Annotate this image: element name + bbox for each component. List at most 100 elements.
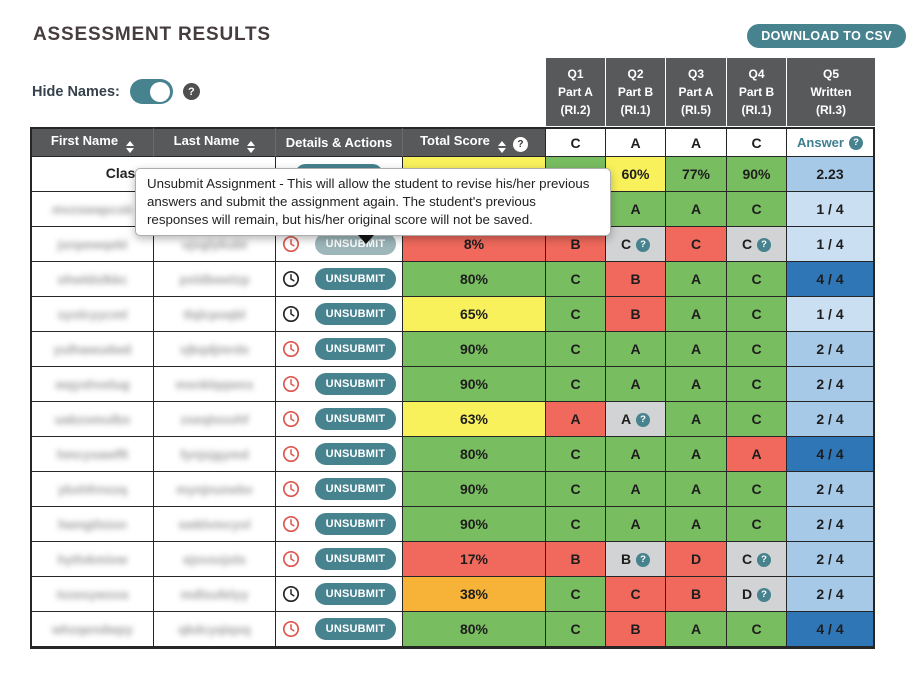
first-name-cell: syolcyycml [30,297,153,332]
answer-letter: C [751,516,762,532]
student-row: whzqendwpy qkdcyqiqxq UNSUBMIT 80% C B A C 4 / 4 [30,612,875,649]
answer-key-q3: A [665,127,726,157]
unsubmit-button[interactable]: UNSUBMIT [314,233,397,255]
cell-help-icon[interactable]: ? [636,412,651,427]
answer-cell-q4: C [726,612,786,649]
unsubmit-button[interactable]: UNSUBMIT [314,303,397,325]
unsubmit-button[interactable]: UNSUBMIT [314,268,397,290]
sort-icon[interactable] [247,140,256,153]
details-clock-icon[interactable] [282,340,300,358]
answer-letter: A [690,201,702,217]
answer-letter: C [751,306,762,322]
details-clock-icon[interactable] [282,515,300,533]
answer-letter: A [620,411,632,427]
details-clock-icon[interactable] [282,270,300,288]
details-clock-icon[interactable] [282,235,300,253]
answer-cell-q1: C [545,612,605,649]
total-score-cell: 38% [402,577,545,612]
answer-cell-q2: A [605,437,665,472]
written-score-cell: 4 / 4 [786,437,875,472]
answer-letter: A [630,481,641,497]
first-name-cell: hwngtlsion [30,507,153,542]
answer-cell-q3: A [665,262,726,297]
unsubmit-button[interactable]: UNSUBMIT [314,478,397,500]
first-name-blurred: whzqendwpy [52,621,133,637]
sort-icon[interactable] [126,140,135,153]
details-clock-icon[interactable] [282,375,300,393]
details-cell: UNSUBMIT [275,297,402,332]
total-score-help-icon[interactable]: ? [512,136,528,152]
last-name-cell: vjkqdjmrdx [153,332,275,367]
student-row: tvzesywxxa mdlsufelyy UNSUBMIT 38% C C B D? 2 / … [30,577,875,612]
unsubmit-button[interactable]: UNSUBMIT [314,338,397,360]
answer-cell-q2: B [605,297,665,332]
details-clock-icon[interactable] [282,585,300,603]
answer-cell-q1: C [545,367,605,402]
first-name-blurred: yulhawudwd [53,341,132,357]
answer-letter: C [570,376,581,392]
unsubmit-button[interactable]: UNSUBMIT [314,408,397,430]
answer-letter: A [690,516,702,532]
written-score-cell: 2 / 4 [786,402,875,437]
answer-help-icon[interactable]: ? [848,135,863,150]
unsubmit-button[interactable]: UNSUBMIT [314,548,397,570]
answer-letter: A [751,446,762,462]
tooltip-arrow-icon [358,234,374,244]
details-clock-icon[interactable] [282,410,300,428]
answer-letter: A [690,376,702,392]
answer-key-q2: A [605,127,665,157]
details-clock-icon[interactable] [282,445,300,463]
total-score-cell: 80% [402,612,545,649]
last-name-blurred: ujsglykubt [181,236,247,252]
details-clock-icon[interactable] [282,480,300,498]
column-header-first-name[interactable]: First Name [30,127,153,157]
unsubmit-button[interactable]: UNSUBMIT [314,443,397,465]
results-table-area: Hide Names: ? Q1 Part A (RI.2) Q2 Part B (RI… [30,58,875,649]
column-header-last-name[interactable]: Last Name [153,127,275,157]
written-score-cell: 2 / 4 [786,367,875,402]
student-row: ohwldslkkc pxldbwelzp UNSUBMIT 80% C B A C 4 / 4 [30,262,875,297]
unsubmit-button[interactable]: UNSUBMIT [314,618,397,640]
answer-letter: 77% [681,166,711,182]
hide-names-toggle[interactable] [129,79,173,104]
hide-names-help-icon[interactable]: ? [182,83,200,100]
answer-cell-q3: A [665,367,726,402]
details-clock-icon[interactable] [282,620,300,638]
answer-cell-q3: D [665,542,726,577]
student-row: hmcyxawfft fynjxjgymd UNSUBMIT 80% C A A A 4 / 4 [30,437,875,472]
cell-help-icon[interactable]: ? [757,552,772,567]
column-header-total-score[interactable]: Total Score? [402,127,545,157]
unsubmit-button[interactable]: UNSUBMIT [314,583,397,605]
last-name-blurred: msnklqqwxs [175,376,254,392]
first-name-cell: uabzomulbx [30,402,153,437]
unsubmit-button[interactable]: UNSUBMIT [314,373,397,395]
cell-help-icon[interactable]: ? [636,237,651,252]
cell-help-icon[interactable]: ? [636,552,651,567]
answer-letter: C [751,271,762,287]
last-name-blurred: mynjnunebv [176,481,253,497]
answer-letter: B [570,551,581,567]
answer-letter: C [570,341,581,357]
answer-cell-q2: B [605,262,665,297]
answer-cell-q2: A [605,192,665,227]
answer-cell-q4: C? [726,227,786,262]
answer-letter: C [741,236,753,252]
answer-letter: C [741,551,753,567]
sort-icon[interactable] [497,140,506,153]
answer-letter: C [751,376,762,392]
details-clock-icon[interactable] [282,305,300,323]
cell-help-icon[interactable]: ? [757,587,772,602]
first-name-cell: yulhawudwd [30,332,153,367]
answer-letter: A [630,446,641,462]
unsubmit-button[interactable]: UNSUBMIT [314,513,397,535]
cell-help-icon[interactable]: ? [757,237,772,252]
first-name-cell: jsnpewqekl [30,227,153,262]
answer-letter: B [630,306,641,322]
question-header-q5: Q5 Written (RI.3) [786,58,875,127]
answer-cell-q4: C [726,402,786,437]
answer-cell-q3: C [665,227,726,262]
details-clock-icon[interactable] [282,550,300,568]
written-score-cell: 2 / 4 [786,332,875,367]
answer-cell-q4: C? [726,542,786,577]
download-csv-button[interactable]: DOWNLOAD TO CSV [747,24,906,48]
